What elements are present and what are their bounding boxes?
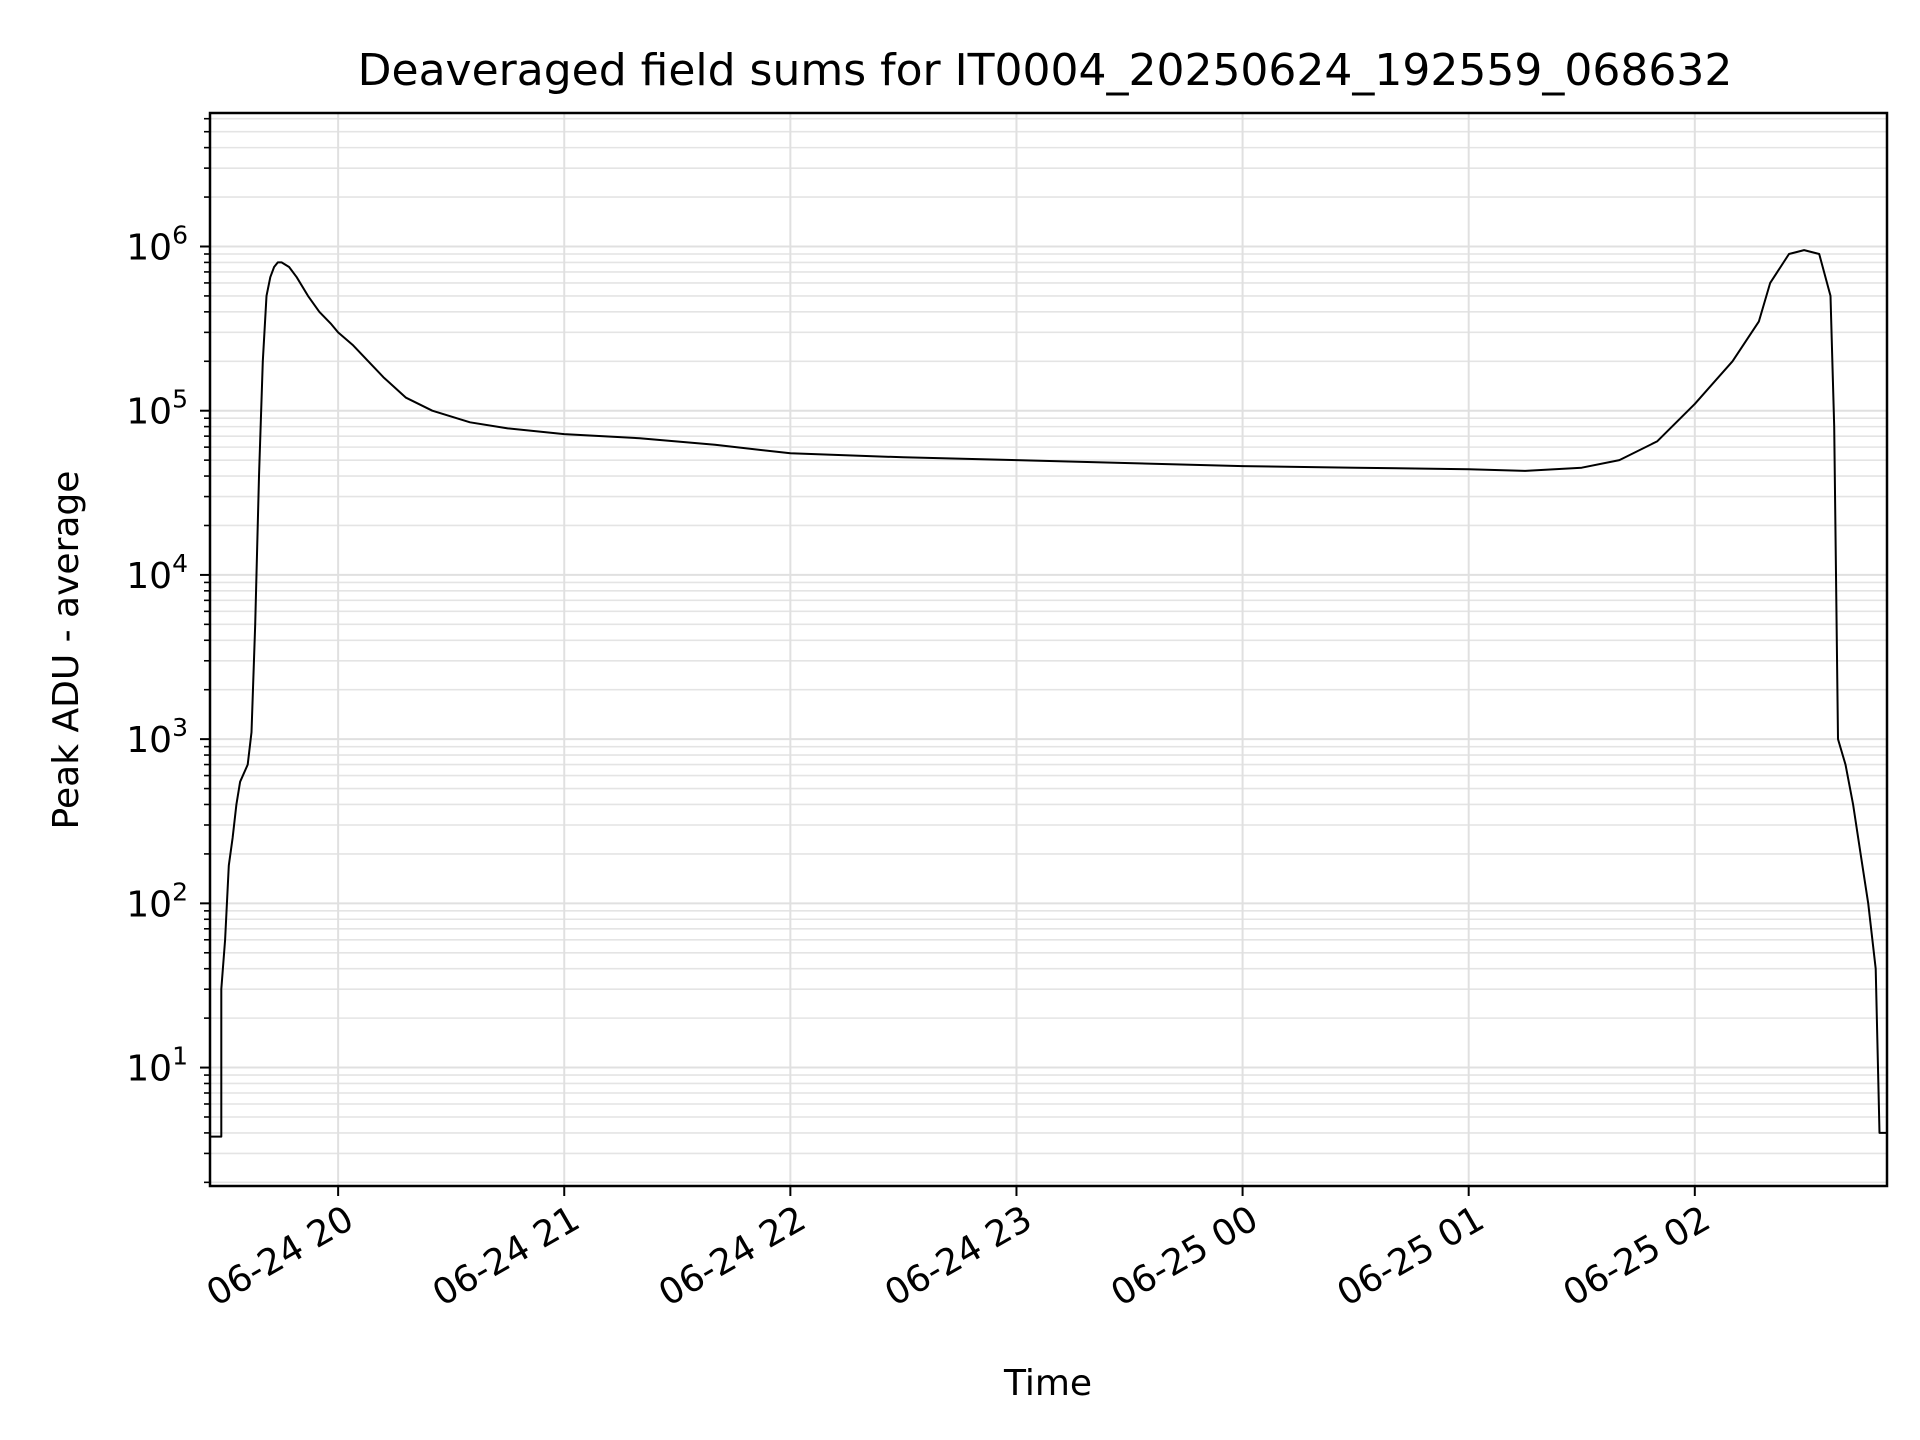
x-axis-label: Time xyxy=(1003,1363,1092,1404)
y-tick-label: 106 xyxy=(126,220,188,268)
y-axis-ticks: 101 102 103 104 105 106 xyxy=(126,117,210,1184)
grid xyxy=(210,113,1887,1186)
chart-title: Deaveraged field sums for IT0004_2025062… xyxy=(358,45,1733,96)
y-tick-label: 102 xyxy=(126,877,188,925)
series-layer xyxy=(210,249,1887,1138)
y-tick-label: 101 xyxy=(126,1042,188,1090)
y-axis-label: Peak ADU - average xyxy=(46,471,87,830)
y-tick-label: 103 xyxy=(126,713,188,761)
series-line xyxy=(210,249,1887,1138)
y-tick-label: 104 xyxy=(126,549,188,597)
plot-frame xyxy=(208,111,1889,1188)
y-tick-label: 105 xyxy=(126,385,188,433)
